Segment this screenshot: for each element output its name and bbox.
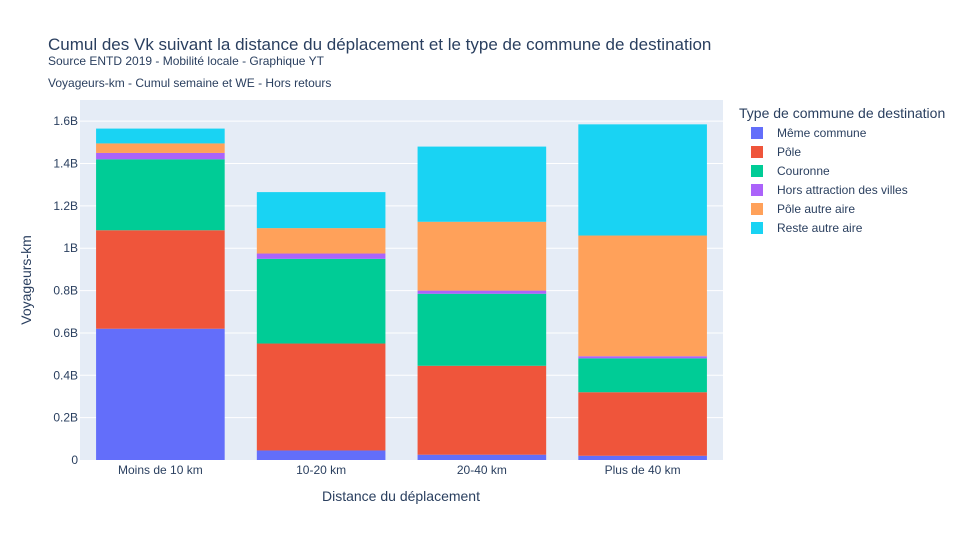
chart-title: Cumul des Vk suivant la distance du dépl… [48, 35, 712, 54]
legend-label: Même commune [777, 126, 867, 140]
bar-segment[interactable] [256, 343, 386, 451]
bar-segment[interactable] [96, 328, 225, 460]
legend-item[interactable]: Pôle [751, 144, 801, 160]
bar-segment[interactable] [256, 228, 386, 254]
bar-segment[interactable] [256, 253, 386, 259]
bars [96, 124, 707, 460]
bar-segment[interactable] [96, 143, 225, 153]
bar-segment[interactable] [417, 146, 547, 222]
bar-segment[interactable] [256, 258, 386, 344]
bar-segment[interactable] [256, 192, 386, 229]
legend-item[interactable]: Reste autre aire [751, 220, 862, 236]
chart-subtitle-2: Voyageurs-km - Cumul semaine et WE - Hor… [48, 76, 332, 90]
bar-segment[interactable] [96, 159, 225, 231]
bar-segment[interactable] [578, 124, 707, 236]
y-tick-label: 0.2B [53, 411, 78, 425]
legend-label: Couronne [777, 164, 830, 178]
bar-segment[interactable] [96, 230, 225, 329]
legend-title: Type de commune de destination [739, 105, 946, 121]
bar-segment[interactable] [417, 293, 547, 366]
legend-label: Pôle [777, 145, 802, 159]
legend-swatch [751, 146, 763, 158]
y-tick-label: 1.6B [53, 114, 78, 128]
chart-subtitle: Source ENTD 2019 - Mobilité locale - Gra… [48, 54, 324, 68]
y-tick-label: 0.8B [53, 284, 78, 298]
legend-item[interactable]: Hors attraction des villes [751, 182, 908, 198]
legend-swatch [751, 184, 763, 196]
legend-item[interactable]: Couronne [751, 163, 830, 179]
legend-label: Reste autre aire [777, 221, 863, 235]
bar-segment[interactable] [578, 455, 707, 460]
bar-segment[interactable] [417, 365, 547, 455]
legend-swatch [751, 165, 763, 177]
y-tick-label: 0.6B [53, 326, 78, 340]
legend-swatch [751, 222, 763, 234]
bar-segment[interactable] [578, 356, 707, 359]
bar-segment[interactable] [578, 235, 707, 357]
bar-segment[interactable] [96, 128, 225, 144]
legend-swatch [751, 203, 763, 215]
legend-label: Hors attraction des villes [777, 183, 908, 197]
legend-item[interactable]: Même commune [751, 125, 866, 141]
bar-segment[interactable] [417, 290, 547, 294]
y-tick-label: 1.4B [53, 157, 78, 171]
x-axis-ticks: Moins de 10 km 10-20 km 20-40 km Plus de 40… [118, 463, 681, 477]
x-tick-label: Plus de 40 km [605, 463, 681, 477]
y-tick-label: 1.2B [53, 199, 78, 213]
bar-segment[interactable] [578, 392, 707, 456]
y-tick-label: 0 [71, 453, 78, 467]
bar-segment[interactable] [578, 358, 707, 393]
bar-segment[interactable] [417, 454, 547, 460]
x-axis-label: Distance du déplacement [322, 488, 480, 504]
x-tick-label: Moins de 10 km [118, 463, 203, 477]
bar-segment[interactable] [256, 450, 386, 460]
bar-segment[interactable] [417, 221, 547, 291]
legend-swatch [751, 127, 763, 139]
x-tick-label: 20-40 km [457, 463, 507, 477]
y-axis-label: Voyageurs-km [18, 235, 34, 324]
y-axis-ticks: 0 0.2B 0.4B 0.6B 0.8B 1B 1.2B 1.4B 1.6B [53, 114, 78, 467]
bar-segment[interactable] [96, 152, 225, 160]
x-tick-label: 10-20 km [296, 463, 346, 477]
legend-item[interactable]: Pôle autre aire [751, 201, 855, 217]
y-tick-label: 0.4B [53, 368, 78, 382]
y-tick-label: 1B [63, 241, 78, 255]
legend-label: Pôle autre aire [777, 202, 856, 216]
